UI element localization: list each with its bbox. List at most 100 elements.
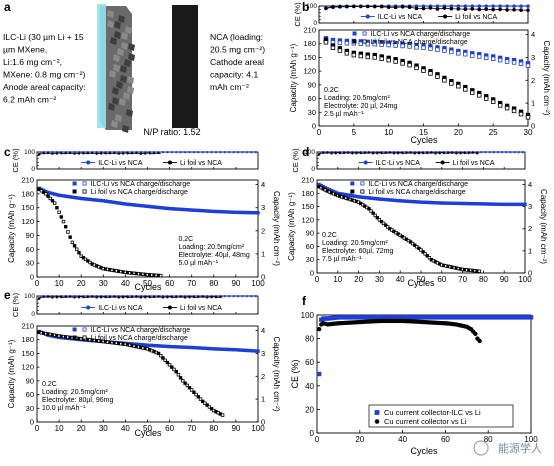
capacity-ilc-discharge — [497, 57, 503, 63]
capacity-legend-open-marker — [82, 327, 87, 332]
ce-ilc-point — [245, 150, 249, 154]
ce-ilc-point — [205, 150, 209, 154]
capacity-li-point — [156, 351, 161, 356]
ce-li-point — [463, 7, 468, 12]
x-tick-label: 50 — [143, 424, 152, 433]
ce-li-point — [347, 151, 350, 154]
ce-li-point — [463, 151, 466, 155]
ce-li-point — [68, 151, 72, 155]
y-tick-label: 60 — [305, 358, 314, 367]
x-tick-label: 50 — [143, 279, 152, 288]
ce-li-point — [86, 151, 90, 155]
y-axis-label: CE (%) — [290, 359, 300, 388]
ce-li-point — [414, 6, 419, 11]
ce-ilc-point — [491, 4, 495, 8]
capacity-tick-label: 90 — [308, 80, 316, 89]
ilc-ce-point — [528, 315, 534, 320]
ce-li-point — [130, 295, 134, 299]
capacity-legend-entry: ILC-Li vs NCA charge/discharge — [91, 327, 191, 334]
ce-li-point — [82, 295, 85, 299]
anode-mxene-texture — [107, 10, 135, 133]
ce-li-point — [135, 295, 138, 298]
capacity-tick-label: 210 — [21, 322, 34, 331]
ce-tick-label: 100 — [304, 149, 315, 156]
ce-legend-ilc-marker — [86, 305, 91, 310]
capacity-tick-label: 210 — [303, 26, 316, 35]
ce-li-point — [73, 296, 76, 299]
capacity-ilc-discharge — [393, 43, 398, 48]
capacity-ilc-discharge — [365, 41, 370, 47]
capacity-tick-label: 60 — [26, 390, 34, 399]
capacity-axis-label: Capacity (mAh g⁻¹) — [289, 43, 298, 112]
ce-legend-li: Li foil vs NCA — [180, 160, 222, 167]
ce-li-point — [365, 4, 370, 9]
ce-li-point — [471, 151, 475, 154]
capacity-legend-open-marker — [362, 39, 367, 44]
panel-label-b: b — [302, 0, 309, 14]
mxene-flake — [128, 53, 135, 61]
ce-li-point — [363, 151, 367, 155]
ce-li-point — [68, 295, 72, 298]
ce-ilc-point — [241, 150, 244, 154]
areal-axis-label: Capacity (mAh cm⁻²) — [539, 189, 548, 264]
capacity-li-discharge — [497, 103, 503, 108]
capacity-ilc-discharge — [407, 44, 412, 49]
ce-li-point — [38, 297, 41, 300]
ce-li-point — [401, 151, 404, 155]
capacity-tick-label: 180 — [303, 39, 316, 48]
capacity-li-discharge — [379, 56, 384, 61]
ce-ilc-point — [254, 150, 257, 154]
x-tick-label: 90 — [231, 424, 240, 433]
x-tick-label: 0 — [315, 435, 320, 444]
mxene-flake — [114, 31, 121, 39]
capacity-li-point — [189, 388, 194, 392]
ce-li-point — [393, 5, 398, 10]
ce-axis-label: CE (%) — [11, 148, 20, 173]
ce-ilc-point — [170, 150, 174, 154]
ce-ilc-point — [500, 150, 504, 154]
x-tick-label: 70 — [187, 279, 196, 288]
panel-label-a: a — [4, 0, 11, 14]
legend-ilc: Cu current collector-ILC vs Li — [384, 408, 481, 417]
ce-ilc-point — [449, 4, 454, 8]
ce-li-point — [38, 153, 41, 156]
capacity-ilc-discharge — [358, 41, 363, 46]
legend-ilc-marker — [374, 410, 380, 415]
ce-li-point — [113, 151, 116, 155]
capacity-li-discharge — [393, 59, 398, 64]
capacity-li-point — [64, 225, 68, 229]
cathode-text-line: 20.5 mg cm⁻²) — [210, 45, 265, 55]
capacity-tick-label: 0 — [312, 122, 316, 131]
areal-axis-label: Capacity (mAh cm⁻²) — [542, 41, 551, 116]
areal-axis-label: Capacity (mAh cm⁻²) — [272, 191, 281, 266]
ce-li-point — [384, 151, 387, 155]
anode-text-line: µm MXene, — [3, 45, 47, 55]
annotation-line: 0.2C — [322, 232, 337, 239]
x-tick-label: 40 — [121, 424, 130, 433]
ce-li-point — [512, 7, 516, 12]
x-tick-label: 15 — [419, 128, 428, 137]
legend-cu: Cu current collector vs Li — [384, 417, 467, 426]
ce-li-point — [409, 151, 412, 154]
capacity-tick-label: 30 — [308, 108, 316, 117]
y-tick-label: 20 — [305, 405, 314, 414]
annotation-line: 7.5 µl mAh⁻¹ — [322, 256, 362, 263]
ce-li-point — [157, 151, 160, 155]
capacity-li-point — [419, 248, 423, 252]
x-tick-label: 40 — [396, 275, 405, 284]
areal-tick-label: 4 — [528, 180, 532, 189]
x-tick-label: 60 — [165, 279, 174, 288]
capacity-li-point — [379, 219, 384, 224]
x-tick-label: 0 — [35, 279, 40, 288]
capacity-li-point — [373, 213, 377, 218]
mxene-flake — [117, 48, 124, 56]
ce-li-point — [330, 152, 333, 155]
ce-ilc-point — [484, 150, 487, 154]
ce-li-point — [359, 151, 362, 155]
capacity-tick-label: 0 — [310, 269, 314, 278]
capacity-legend-open-marker — [360, 181, 365, 186]
cu-ce-point — [477, 338, 482, 344]
ce-li-point — [428, 6, 433, 10]
